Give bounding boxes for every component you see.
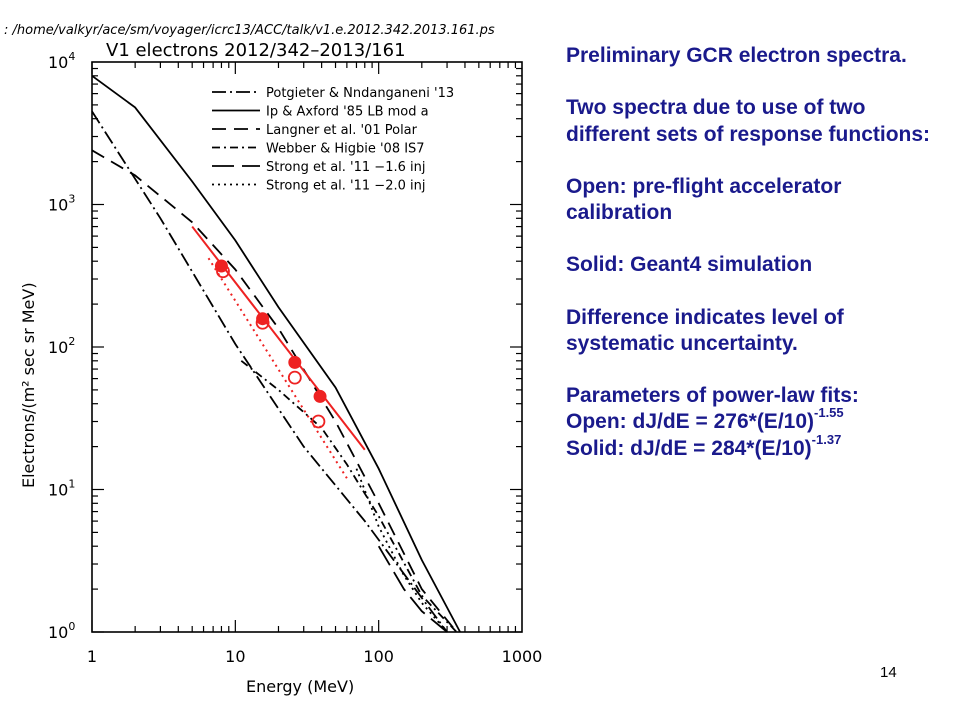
y-tick-base: 10 [48,53,68,72]
legend-label: Strong et al. '11 −2.0 inj [266,179,425,194]
fit-open-text: Open: dJ/dE = 276*(E/10) [566,410,815,434]
note-difference: Difference indicates level of systematic… [566,305,844,355]
y-tick-exponent: 2 [68,335,75,348]
legend-label: Ip & Axford '85 LB mod a [266,105,429,120]
y-tick-label: 102 [48,335,75,357]
solid-fit-line [191,225,366,451]
slide-number: 14 [880,664,897,681]
fit-solid-exponent: -1.37 [811,431,842,447]
x-axis-ticks: 1 10 100 1000 [87,62,542,666]
y-tick-exponent: 0 [68,620,75,633]
note-solid: Solid: Geant4 simulation [566,253,813,277]
y-tick-exponent: 4 [68,50,75,63]
measurement-layer [191,225,366,479]
solid-data-point [313,389,327,403]
x-axis-label: Energy (MeV) [246,677,354,696]
y-tick-label: 104 [48,50,75,72]
y-tick-base: 10 [48,623,68,642]
legend-label: Strong et al. '11 −1.6 inj [266,160,425,175]
y-tick-label: 103 [48,193,75,215]
y-axis-label: Electrons/(m² sec sr MeV) [19,282,38,488]
x-tick-label: 10 [225,647,245,666]
legend-label: Webber & Higbie '08 IS7 [266,142,425,157]
solid-data-point [214,259,228,273]
series-line-3 [240,360,458,633]
y-tick-base: 10 [48,481,68,500]
file-path: : /home/valkyr/ace/sm/voyager/icrc13/ACC… [4,23,495,38]
series-line-0 [91,110,448,633]
x-tick-label: 100 [363,647,394,666]
y-tick-label: 101 [48,478,75,500]
fit-parameters: Parameters of power-law fits: Open: dJ/d… [566,383,950,462]
open-fit-line [207,257,348,479]
open-data-point [311,414,326,429]
legend: Potgieter & Nndanganeni '13 Ip & Axford '… [212,86,454,194]
y-tick-exponent: 3 [68,193,75,206]
y-tick-exponent: 1 [68,478,75,491]
y-tick-base: 10 [48,338,68,357]
note-open: Open: pre-flight accelerator calibration [566,174,842,224]
series-line-2 [91,149,458,633]
fit-open-exponent: -1.55 [814,405,844,421]
note-preliminary: Preliminary GCR electron spectra. [566,44,907,67]
legend-label: Langner et al. '01 Polar [266,123,418,138]
notes-panel: Preliminary GCR electron spectra. Two sp… [566,43,950,462]
series-line-1 [91,75,461,633]
fit-open: Open: dJ/dE = 276*(E/10)-1.55 [566,405,950,435]
chart-title: V1 electrons 2012/342–2013/161 [106,40,406,61]
series-line-5 [355,468,448,633]
y-tick-base: 10 [48,196,68,215]
open-data-point [287,370,302,385]
legend-label: Potgieter & Nndanganeni '13 [266,86,454,101]
model-series [91,75,461,633]
fit-title: Parameters of power-law fits: [566,384,859,407]
fit-solid: Solid: dJ/dE = 284*(E/10)-1.37 [566,432,950,462]
x-tick-label: 1 [87,647,97,666]
y-tick-label: 100 [48,620,75,642]
solid-data-point [256,312,270,326]
fit-solid-text: Solid: dJ/dE = 284*(E/10) [566,436,812,460]
x-tick-label: 1000 [502,647,543,666]
series-line-4 [377,545,448,633]
solid-data-point [288,355,302,369]
note-two-spectra: Two spectra due to use of two different … [566,96,931,146]
